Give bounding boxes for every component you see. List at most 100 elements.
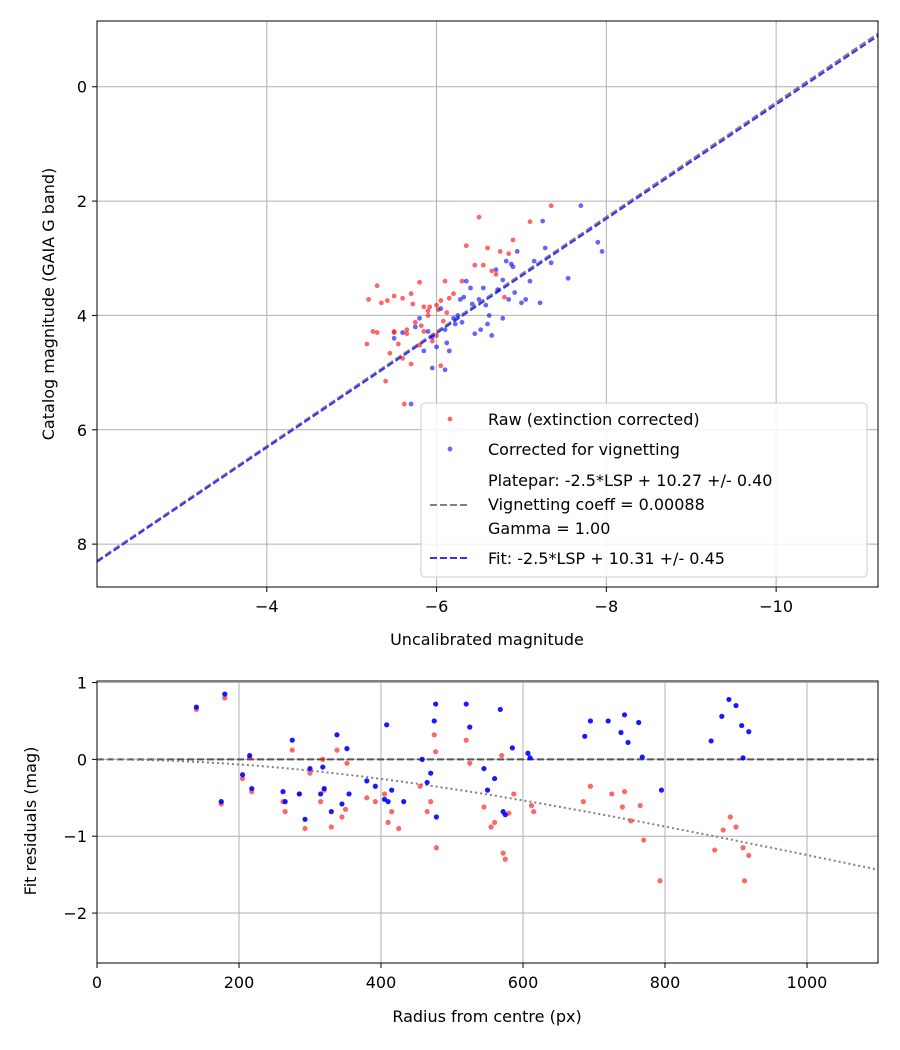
corrected-residual-point [346, 791, 352, 797]
raw-residual-point [727, 814, 733, 820]
corrected-star-point [480, 285, 486, 291]
corrected-residual-point [433, 814, 439, 820]
corrected-star-point [493, 267, 499, 273]
raw-residual-point [502, 856, 508, 862]
corrected-star-point [483, 302, 489, 308]
raw-star-point [408, 361, 414, 367]
raw-star-point [417, 279, 422, 285]
raw-residual-point [428, 799, 434, 805]
corrected-star-point [500, 315, 506, 321]
raw-residual-point [720, 827, 726, 833]
corrected-star-point [434, 344, 439, 350]
corrected-residual-point [481, 765, 487, 772]
corrected-residual-point [384, 722, 390, 728]
raw-star-point [400, 355, 406, 361]
corrected-residual-point [339, 801, 345, 807]
bottom-chart-fit-residuals: Radius from centre (px) Fit residuals (m… [21, 674, 879, 1026]
raw-star-point [472, 262, 478, 268]
corrected-residual-point [222, 691, 228, 697]
corrected-star-point [523, 297, 529, 302]
legend-box [420, 402, 868, 578]
legend-corrected-marker [447, 446, 453, 452]
raw-star-point [485, 245, 490, 251]
corrected-residual-point [424, 779, 430, 786]
raw-residual-point [740, 845, 746, 851]
raw-residual-point [733, 824, 739, 830]
bottom-x-tick-label: 200 [224, 973, 255, 992]
corrected-residual-point [428, 770, 434, 776]
raw-star-point [374, 330, 380, 335]
raw-star-point [410, 301, 416, 307]
raw-star-point [425, 308, 431, 314]
top-y-tick-label: 4 [77, 306, 87, 325]
raw-star-point [408, 291, 414, 297]
corrected-star-point [489, 333, 495, 338]
raw-residual-point [344, 760, 350, 766]
raw-residual-point [609, 791, 615, 797]
raw-star-point [425, 313, 431, 318]
raw-residual-point [621, 789, 628, 795]
corrected-star-point [442, 327, 448, 333]
corrected-star-point [506, 297, 512, 302]
top-y-tick-label: 0 [77, 78, 87, 97]
corrected-residual-point [746, 729, 752, 735]
corrected-residual-point [249, 785, 255, 792]
corrected-star-point [468, 285, 473, 291]
raw-star-point [434, 302, 439, 308]
raw-residual-point [417, 783, 423, 789]
corrected-residual-point [621, 712, 628, 718]
corrected-residual-point [431, 718, 437, 724]
corrected-star-point [451, 315, 456, 321]
bottom-y-tick-label: 1 [77, 674, 87, 693]
corrected-star-point [476, 297, 482, 302]
raw-residual-point [389, 809, 395, 815]
top-plot-area [97, 32, 878, 563]
raw-star-point [446, 295, 452, 301]
raw-star-point [364, 341, 370, 347]
corrected-residual-point [605, 718, 611, 724]
raw-star-point [412, 319, 418, 325]
raw-residual-point [657, 878, 663, 884]
raw-star-point [384, 298, 390, 303]
raw-star-point [387, 350, 393, 356]
raw-star-point [527, 219, 533, 225]
raw-residual-point [239, 775, 246, 782]
raw-residual-point [339, 814, 345, 820]
corrected-residual-point [385, 799, 391, 805]
legend-entry-label: Corrected for vignetting [488, 440, 680, 459]
raw-star-point [427, 304, 433, 310]
corrected-residual-point [582, 733, 588, 739]
corrected-star-point [412, 324, 418, 330]
raw-star-point [404, 331, 410, 337]
corrected-residual-point [282, 799, 288, 805]
corrected-star-point [429, 365, 435, 371]
corrected-residual-point [587, 718, 594, 724]
corrected-residual-point [636, 719, 642, 726]
top-y-tick-label: 2 [77, 192, 87, 211]
corrected-star-point [514, 249, 520, 254]
raw-residual-point [580, 799, 586, 805]
raw-star-point [438, 363, 444, 369]
raw-residual-point [307, 770, 313, 776]
corrected-star-point [486, 313, 492, 318]
top-x-tick-label: −8 [595, 597, 619, 616]
raw-star-point [434, 333, 439, 338]
raw-star-point [548, 203, 554, 209]
corrected-residual-point [334, 732, 340, 738]
raw-star-point [493, 271, 499, 277]
raw-star-point [378, 300, 384, 306]
corrected-residual-point [280, 789, 286, 795]
corrected-star-point [599, 249, 605, 254]
legend-entry-label: Vignetting coeff = 0.00088 [488, 495, 705, 514]
corrected-residual-point [320, 764, 326, 770]
raw-star-point [395, 341, 401, 347]
corrected-star-point [485, 321, 490, 327]
raw-residual-point [467, 760, 473, 766]
bottom-x-axis-title: Radius from centre (px) [392, 1007, 581, 1026]
corrected-residual-point [307, 765, 313, 772]
raw-residual-point [531, 809, 537, 815]
corrected-residual-point [218, 799, 224, 805]
raw-residual-point [302, 825, 308, 832]
corrected-residual-point [433, 701, 439, 707]
